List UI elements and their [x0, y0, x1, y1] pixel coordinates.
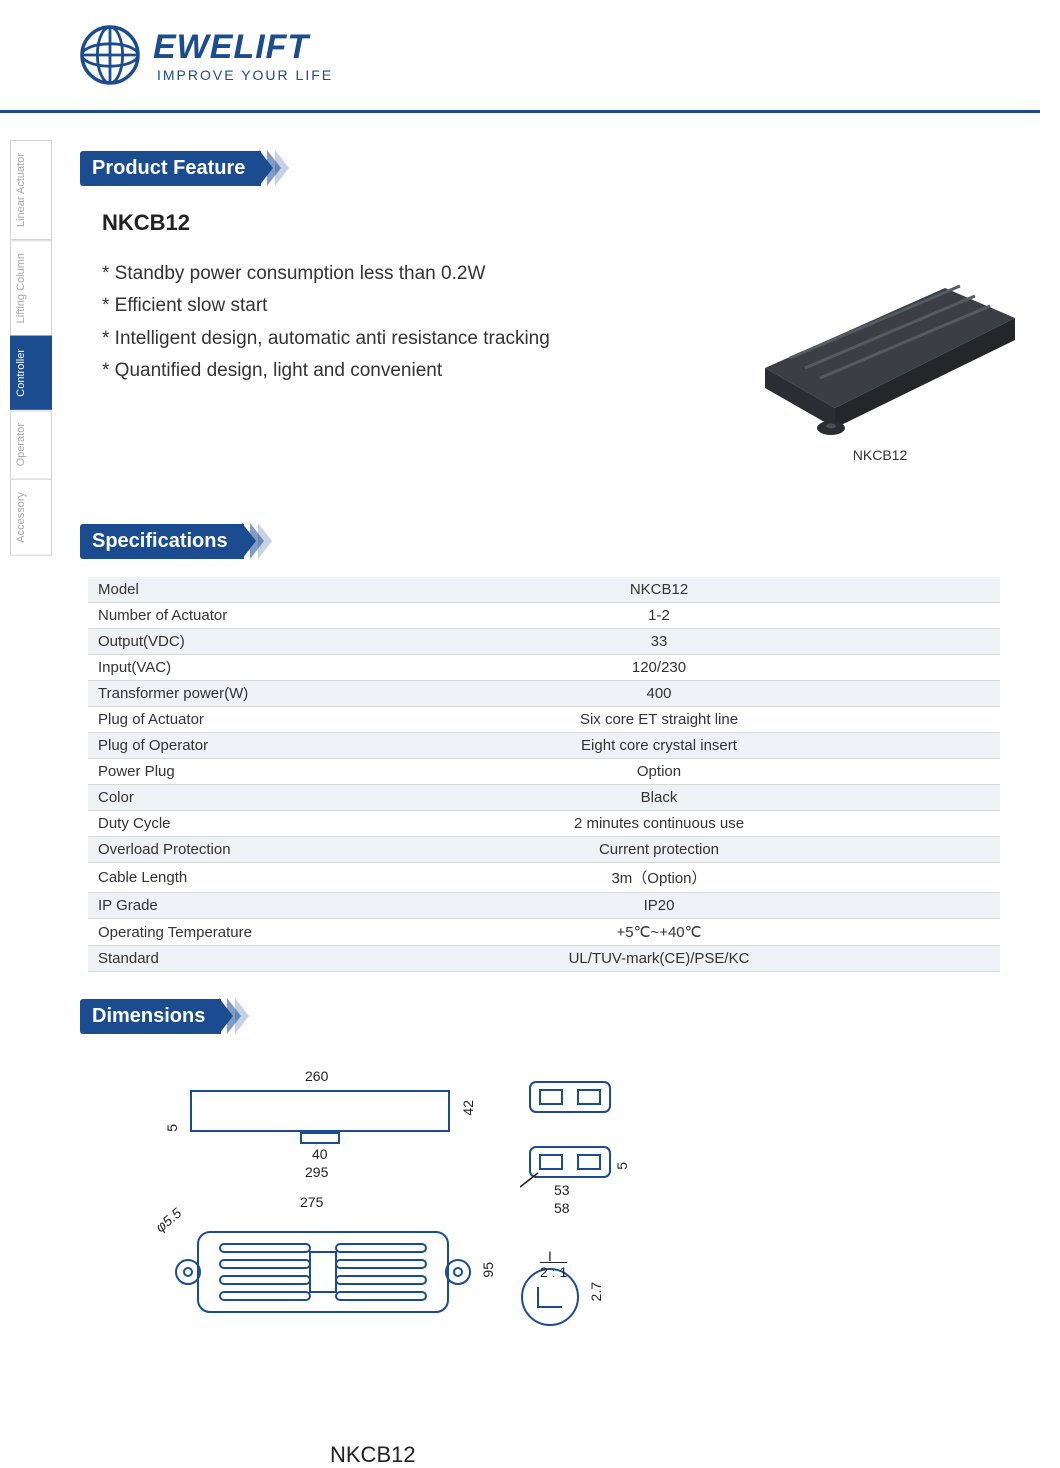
dim-value: 2.7 [588, 1282, 604, 1301]
section-product-feature: Product Feature [80, 150, 283, 186]
brand-name: EWELIFT [153, 28, 333, 67]
header-rule [0, 110, 1040, 113]
dimension-caption: NKCB12 [330, 1442, 416, 1468]
spec-value: 33 [318, 629, 1000, 655]
spec-table: ModelNKCB12Number of Actuator1-2Output(V… [88, 577, 1000, 972]
spec-value: Option [318, 759, 1000, 785]
dim-value: 58 [554, 1200, 570, 1216]
section-dimensions: Dimensions [80, 998, 243, 1034]
spec-value: 120/230 [318, 655, 1000, 681]
table-row: Operating Temperature+5℃~+40℃ [88, 919, 1000, 946]
dim-value: 53 [554, 1182, 570, 1198]
feature-item: * Standby power consumption less than 0.… [102, 258, 700, 290]
globe-icon [75, 20, 145, 90]
spec-key: Standard [88, 946, 318, 972]
spec-key: Model [88, 577, 318, 603]
dim-value: 95 [480, 1262, 496, 1278]
spec-value: Six core ET straight line [318, 707, 1000, 733]
feature-list: * Standby power consumption less than 0.… [102, 258, 700, 387]
spec-value: 2 minutes continuous use [318, 811, 1000, 837]
detail-view [520, 1242, 620, 1332]
table-row: Transformer power(W)400 [88, 681, 1000, 707]
chevron-icon [242, 523, 266, 559]
tab-lifting-column[interactable]: Lifting Column [10, 240, 52, 336]
connector-view-2 [520, 1137, 620, 1197]
spec-value: Black [318, 785, 1000, 811]
spec-value: Current protection [318, 837, 1000, 863]
tab-linear-actuator[interactable]: Linear Actuator [10, 140, 52, 240]
section-label: Dimensions [80, 999, 221, 1034]
dim-value: 5 [164, 1124, 180, 1132]
chevron-icon [259, 150, 283, 186]
spec-key: Duty Cycle [88, 811, 318, 837]
plan-view [160, 1212, 480, 1332]
table-row: Plug of OperatorEight core crystal inser… [88, 733, 1000, 759]
feature-item: * Efficient slow start [102, 290, 700, 322]
table-row: ColorBlack [88, 785, 1000, 811]
dim-value: 40 [312, 1146, 328, 1162]
table-row: Plug of ActuatorSix core ET straight lin… [88, 707, 1000, 733]
side-nav: Linear Actuator Lifting Column Controlle… [10, 140, 52, 556]
spec-key: Transformer power(W) [88, 681, 318, 707]
table-row: Cable Length3m（Option） [88, 863, 1000, 893]
table-row: Power PlugOption [88, 759, 1000, 785]
table-row: Duty Cycle2 minutes continuous use [88, 811, 1000, 837]
spec-key: Overload Protection [88, 837, 318, 863]
table-row: Output(VDC)33 [88, 629, 1000, 655]
product-image-caption: NKCB12 [730, 447, 1030, 463]
dimension-drawing: 260 42 40 5 295 275 95 φ5.5 [140, 1062, 700, 1462]
dim-value: 42 [460, 1100, 476, 1116]
spec-key: IP Grade [88, 893, 318, 919]
feature-item: * Intelligent design, automatic anti res… [102, 323, 700, 355]
chevron-icon [219, 998, 243, 1034]
controller-illustration [735, 258, 1025, 438]
table-row: Number of Actuator1-2 [88, 603, 1000, 629]
spec-key: Plug of Operator [88, 733, 318, 759]
table-row: Input(VAC)120/230 [88, 655, 1000, 681]
main-content: Product Feature NKCB12 * Standby power c… [80, 140, 1030, 1462]
feature-item: * Quantified design, light and convenien… [102, 355, 700, 387]
dim-value: 275 [300, 1194, 323, 1210]
spec-value: 1-2 [318, 603, 1000, 629]
spec-value: Eight core crystal insert [318, 733, 1000, 759]
spec-key: Power Plug [88, 759, 318, 785]
spec-value: +5℃~+40℃ [318, 919, 1000, 946]
connector-view-1 [520, 1072, 620, 1122]
spec-key: Cable Length [88, 863, 318, 893]
table-row: Overload ProtectionCurrent protection [88, 837, 1000, 863]
dim-value: 5 [614, 1162, 630, 1170]
spec-value: UL/TUV-mark(CE)/PSE/KC [318, 946, 1000, 972]
product-model-title: NKCB12 [102, 210, 1030, 236]
section-specifications: Specifications [80, 523, 266, 559]
section-label: Specifications [80, 524, 244, 559]
section-label: Product Feature [80, 151, 261, 186]
tab-accessory[interactable]: Accessory [10, 479, 52, 556]
table-row: IP GradeIP20 [88, 893, 1000, 919]
spec-key: Operating Temperature [88, 919, 318, 946]
spec-key: Plug of Actuator [88, 707, 318, 733]
spec-value: 3m（Option） [318, 863, 1000, 893]
spec-value: 400 [318, 681, 1000, 707]
dim-value: 260 [305, 1068, 328, 1084]
table-row: ModelNKCB12 [88, 577, 1000, 603]
table-row: StandardUL/TUV-mark(CE)/PSE/KC [88, 946, 1000, 972]
product-image: NKCB12 [730, 258, 1030, 463]
tab-controller[interactable]: Controller [10, 336, 52, 410]
brand-logo: EWELIFT IMPROVE YOUR LIFE [75, 20, 333, 90]
spec-key: Number of Actuator [88, 603, 318, 629]
brand-tagline: IMPROVE YOUR LIFE [157, 67, 333, 83]
spec-key: Output(VDC) [88, 629, 318, 655]
spec-key: Color [88, 785, 318, 811]
dim-value: 295 [305, 1164, 328, 1180]
tab-operator[interactable]: Operator [10, 410, 52, 479]
dim-scale: 2 : 1 [540, 1262, 567, 1280]
spec-value: NKCB12 [318, 577, 1000, 603]
spec-key: Input(VAC) [88, 655, 318, 681]
spec-value: IP20 [318, 893, 1000, 919]
